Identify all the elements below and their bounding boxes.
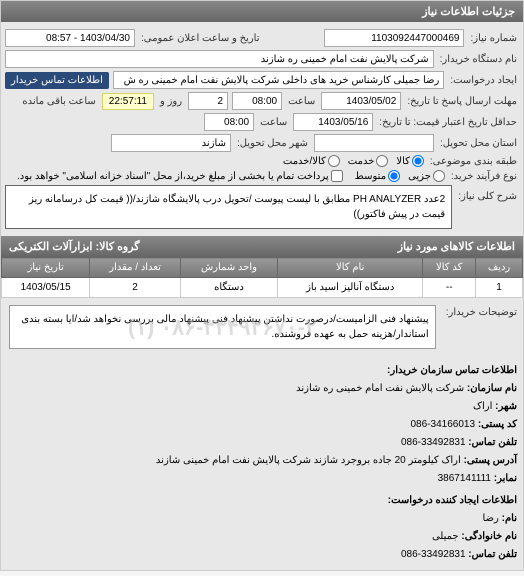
c-org: شرکت پالایش نفت امام خمینی ره شازند [296,383,464,394]
c-addr-label: آدرس پستی: [464,455,517,466]
deadline-time-field: 08:00 [232,92,282,110]
validity-date-field: 1403/05/16 [293,113,373,131]
proc-radio-0[interactable] [433,170,445,182]
c-phone: 33492831-086 [401,437,466,448]
cat-opt-1-label: خدمت [348,156,375,167]
proc-opt-1[interactable]: متوسط [355,170,400,182]
cell-1: -- [423,278,476,298]
c-creator-hdr: اطلاعات ایجاد کننده درخواست: [7,492,517,510]
cell-4: 2 [90,278,181,298]
table-row: 1 -- دستگاه آنالیز اسید باز دستگاه 2 140… [2,278,523,298]
buyer-info-button[interactable]: اطلاعات تماس خریدار [5,72,109,89]
col-5: تاریخ نیاز [2,258,90,278]
watermark: ۰۸۶-۳۳۴۹۲۶۷۰-۲ (۱) [128,311,317,344]
c-zip-label: کد پستی: [478,419,517,430]
proc-opt-0-label: جزیی [408,171,431,182]
c-city: اراک [473,401,492,412]
group-value: ابزارآلات الکتریکی [9,241,92,253]
creator-field: رضا جمیلی کارشناس خرید های داخلی شرکت پا… [113,71,444,89]
cat-opt-2[interactable]: کالا/خدمت [283,155,340,167]
time-label-2: ساعت [258,117,289,128]
province-label: استان محل تحویل: [438,138,519,149]
cat-opt-0[interactable]: کالا [396,155,424,167]
cat-opt-2-label: کالا/خدمت [283,156,326,167]
cat-opt-0-label: کالا [396,156,410,167]
remaining-label: ساعت باقی مانده [20,96,97,107]
c-city-label: شهر: [495,401,517,412]
c-lname-label: نام خانوادگی: [461,531,517,542]
col-2: نام کالا [278,258,423,278]
time-label-1: ساعت [286,96,317,107]
days-label: روز و [158,96,184,107]
desc-box: 2عدد PH ANALYZER مطابق با لیست پیوست /تح… [5,185,452,229]
c-name: رضا [482,513,498,524]
cell-3: دستگاه [180,278,277,298]
payment-check-group: پرداخت تمام یا بخشی از مبلغ خرید،از محل … [17,170,343,182]
validity-label: حداقل تاریخ اعتبار قیمت: تا تاریخ: [377,117,519,128]
c-fax-label: نمابر: [494,473,517,484]
validity-time-field: 08:00 [204,113,254,131]
notes-box: پیشنهاد فنی الزامیست/درصورت نداشتن پیشنه… [9,305,436,349]
col-1: کد کالا [423,258,476,278]
cat-opt-1[interactable]: خدمت [348,155,389,167]
cell-5: 1403/05/15 [2,278,90,298]
process-radios: جزیی متوسط [355,170,445,182]
req-no-label: شماره نیاز: [468,33,519,44]
cat-radio-1[interactable] [376,155,388,167]
payment-checkbox[interactable] [331,170,343,182]
c-lname: جمیلی [432,531,459,542]
creator-label: ایجاد درخواست: [448,75,519,86]
group-label: گروه کالا: [96,241,140,253]
col-3: واحد شمارش [180,258,277,278]
goods-table: ردیف کد کالا نام کالا واحد شمارش تعداد /… [1,257,523,298]
req-no-field: 1103092447000469 [324,29,464,47]
announce-label: تاریخ و ساعت اعلان عمومی: [139,33,262,44]
days-left-field: 2 [188,92,228,110]
deadline-label: مهلت ارسال پاسخ تا تاریخ: [405,96,519,107]
city-label: شهر محل تحویل: [235,138,310,149]
org-label: نام دستگاه خریدار: [438,54,519,65]
notes-label: توضیحات خریدار: [444,301,519,318]
desc-label: شرح کلی نیاز: [456,185,519,202]
c-cphone: 33492831-086 [401,549,466,560]
proc-opt-0[interactable]: جزیی [408,170,445,182]
payment-check[interactable]: پرداخت تمام یا بخشی از مبلغ خرید،از محل … [17,170,343,182]
c-fax: 3867141111 [438,473,491,484]
cat-radio-2[interactable] [328,155,340,167]
hours-left-field: 22:57:11 [102,93,154,110]
province-field [314,134,434,152]
c-name-label: نام: [502,513,517,524]
city-field: شازند [111,134,231,152]
category-label: طبقه بندی موضوعی: [428,156,519,167]
deadline-date-field: 1403/05/02 [321,92,401,110]
col-4: تعداد / مقدار [90,258,181,278]
cell-2: دستگاه آنالیز اسید باز [278,278,423,298]
category-radios: کالا خدمت کالا/خدمت [283,155,424,167]
c-addr: اراک کیلومتر 20 جاده بروجرد شازند شرکت پ… [156,455,461,466]
announce-field: 1403/04/30 - 08:57 [5,29,135,47]
goods-header-title: اطلاعات کالاهای مورد نیاز [398,240,515,253]
process-label: نوع فرآیند خرید: [449,171,519,182]
cat-radio-0[interactable] [412,155,424,167]
c-phone-label: تلفن تماس: [468,437,517,448]
c-cphone-label: تلفن تماس: [468,549,517,560]
c-zip: 34166013-086 [411,419,476,430]
c-org-label: نام سازمان: [467,383,517,394]
org-field: شرکت پالایش نفت امام خمینی ره شازند [5,50,434,68]
proc-opt-1-label: متوسط [355,171,386,182]
payment-note-label: پرداخت تمام یا بخشی از مبلغ خرید،از محل … [17,171,329,182]
col-0: ردیف [476,258,523,278]
contact-header: اطلاعات تماس سازمان خریدار: [7,362,517,380]
cell-0: 1 [476,278,523,298]
goods-header: اطلاعات کالاهای مورد نیاز گروه کالا: ابز… [1,236,523,257]
proc-radio-1[interactable] [388,170,400,182]
details-header: جزئیات اطلاعات نیاز [1,1,523,22]
